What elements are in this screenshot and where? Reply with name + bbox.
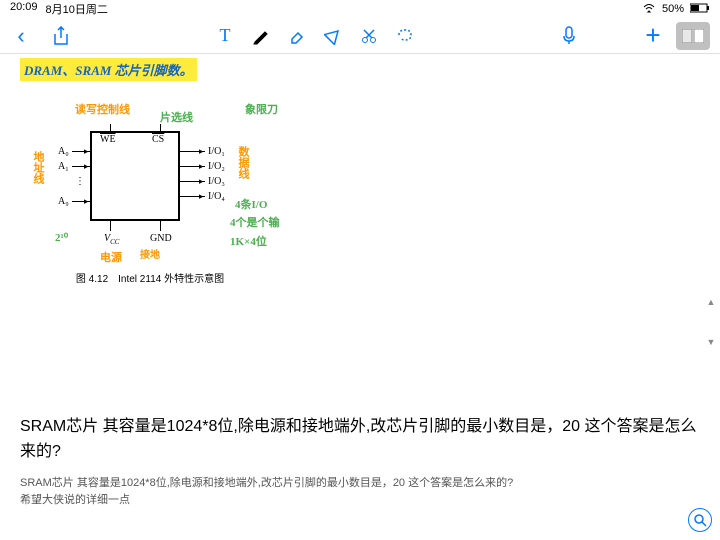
lasso-icon[interactable] xyxy=(394,25,416,47)
battery-pct: 50% xyxy=(662,3,684,15)
wifi-icon xyxy=(642,3,656,16)
pin-io1: I/O₁ xyxy=(208,146,225,157)
scroll-down-icon: ▼ xyxy=(704,337,718,347)
annot-right4: 1K×4位 xyxy=(230,233,267,249)
toolbar-right: + xyxy=(558,22,710,50)
zoom-button[interactable] xyxy=(688,508,712,532)
pin-io3: I/O₃ xyxy=(208,176,225,187)
toolbar-left: ‹ xyxy=(10,25,72,47)
annot-right2: 4条I/O xyxy=(235,196,267,212)
pin-a9: A₉ xyxy=(58,196,69,207)
share-icon[interactable] xyxy=(50,25,72,47)
pin-a0: A₀ xyxy=(58,146,69,157)
status-left: 20:09 8月10日周二 xyxy=(10,1,108,17)
annot-top1: 读写控制线 xyxy=(75,101,130,117)
status-date: 8月10日周二 xyxy=(46,1,108,17)
status-right: 50% xyxy=(642,3,710,16)
page-thumbnail[interactable] xyxy=(676,22,710,50)
pin-cs: CS xyxy=(152,134,164,145)
pin-we: WE xyxy=(100,134,116,145)
annot-left1: 地址线 xyxy=(30,151,46,184)
marker-icon[interactable] xyxy=(250,25,272,47)
toolbar: ‹ T + xyxy=(0,18,720,54)
pin-io2: I/O₂ xyxy=(208,161,225,172)
annot-top2: 片选线 xyxy=(160,109,193,125)
shape-icon[interactable] xyxy=(322,25,344,47)
diagram-caption: 图 4.12 Intel 2114 外特性示意图 xyxy=(20,270,280,285)
pin-vcc: VCC xyxy=(104,233,119,246)
annot-bottom1: 电源 xyxy=(100,249,122,265)
scroll-up-icon: ▲ xyxy=(704,297,718,307)
scissors-icon[interactable] xyxy=(358,25,380,47)
annot-right3: 4个是个输 xyxy=(230,214,280,230)
pin-gnd: GND xyxy=(150,233,172,244)
status-time: 20:09 xyxy=(10,1,38,17)
pin-dots: ⋮ xyxy=(75,176,85,187)
status-bar: 20:09 8月10日周二 50% xyxy=(0,0,720,18)
question-title: SRAM芯片 其容量是1024*8位,除电源和接地端外,改芯片引脚的最小数目是，… xyxy=(20,414,700,465)
back-button[interactable]: ‹ xyxy=(10,25,32,47)
diagram: 读写控制线 片选线 象限刀 WE CS A₀ ▸ A₁ ▸ ⋮ A₉ ▸ I/O… xyxy=(20,91,280,291)
scroll-indicator[interactable]: ▲ ▼ xyxy=(704,297,718,357)
content-area: DRAM、SRAM 芯片引脚数。 读写控制线 片选线 象限刀 WE CS A₀ … xyxy=(0,54,720,540)
question-block: SRAM芯片 其容量是1024*8位,除电源和接地端外,改芯片引脚的最小数目是，… xyxy=(20,414,700,510)
annot-right1: 数据线 xyxy=(235,146,251,179)
pin-io4: I/O₄ xyxy=(208,191,225,202)
add-button[interactable]: + xyxy=(642,25,664,47)
pin-a1: A₁ xyxy=(58,161,69,172)
battery-icon xyxy=(690,3,710,16)
highlight-title: DRAM、SRAM 芯片引脚数。 xyxy=(20,58,197,81)
eraser-icon[interactable] xyxy=(286,25,308,47)
text-tool-icon[interactable]: T xyxy=(214,25,236,47)
annot-top3: 象限刀 xyxy=(245,101,278,117)
mic-icon[interactable] xyxy=(558,25,580,47)
question-sub2: 希望大侠说的详细一点 xyxy=(20,492,700,510)
toolbar-center: T xyxy=(214,25,416,47)
annot-bottom2: 接地 xyxy=(140,246,160,261)
annot-left2: 2¹⁰ xyxy=(55,231,68,244)
question-sub1: SRAM芯片 其容量是1024*8位,除电源和接地端外,改芯片引脚的最小数目是，… xyxy=(20,475,700,493)
